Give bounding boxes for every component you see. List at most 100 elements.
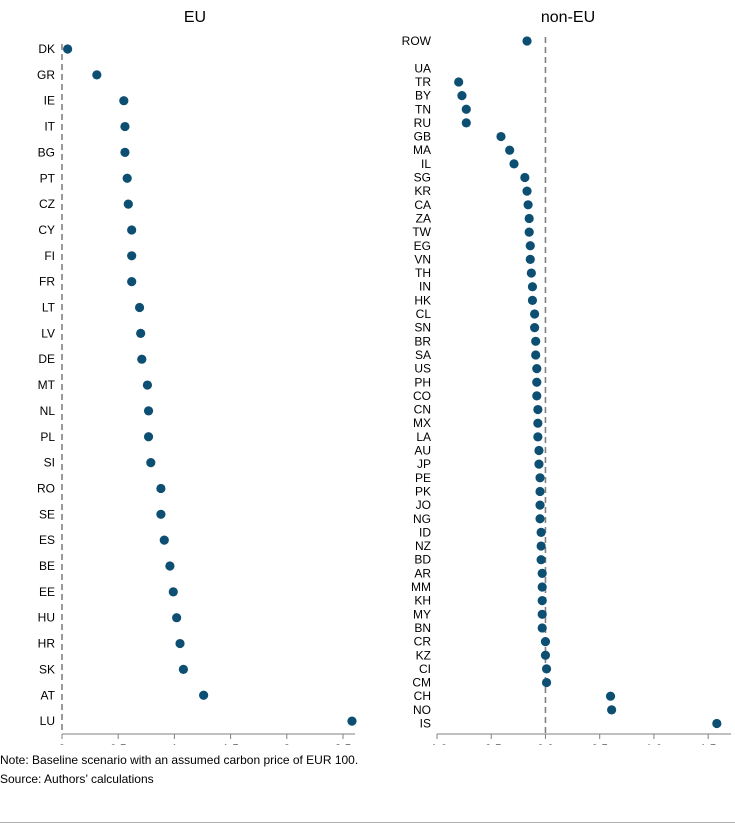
category-label: BD [414,553,431,567]
x-tick-label: 1,0 [646,742,663,745]
data-point [461,104,471,114]
category-label: EE [39,585,55,599]
category-label: LA [416,430,431,444]
data-point [533,418,543,428]
x-tick-label: 0 [59,742,66,745]
data-point [531,350,541,360]
data-point [505,145,515,155]
data-point [541,677,552,688]
data-point [537,582,547,592]
data-point [134,302,145,313]
category-label: RU [414,116,431,130]
panel-title: EU [184,9,206,26]
data-point [541,664,552,674]
panel-title: non-EU [541,9,595,26]
data-point [712,718,722,729]
category-label: HR [38,637,56,651]
bottom-divider [0,822,735,823]
category-label: CO [413,389,431,403]
data-point [534,459,544,469]
category-label: GR [37,68,55,82]
data-point [527,282,538,292]
x-tick-label: 0,0 [537,742,554,745]
data-point [92,70,102,80]
data-point [127,225,137,235]
data-point [143,406,154,416]
category-label: CM [412,676,431,690]
category-label: NZ [415,539,431,553]
category-label: PT [40,171,56,185]
category-label: CI [419,662,431,676]
data-point [533,432,543,442]
category-label: NO [413,703,431,717]
category-label: AU [414,444,431,458]
data-point [536,555,546,565]
data-point [165,561,175,571]
category-label: UA [414,61,431,75]
category-label: NG [413,512,431,526]
category-label: CA [414,198,431,212]
data-point [527,295,538,305]
data-point [137,354,147,364]
data-point [146,458,156,468]
data-point [143,432,154,442]
data-point [156,509,166,519]
data-point [119,96,129,106]
category-label: SK [39,662,55,676]
data-point [136,328,146,338]
category-label: BN [414,621,431,635]
chart-note: Note: Baseline scenario with an assumed … [0,753,359,767]
category-label: MY [413,607,431,621]
x-tick-label: -0,5 [481,742,502,745]
x-tick-label: 0,5 [110,742,127,745]
data-point [120,121,130,132]
category-label: MT [38,378,56,392]
category-label: ZA [416,211,431,225]
category-label: KZ [416,648,431,662]
category-label: FR [39,275,55,289]
data-point [530,309,540,319]
data-point [122,173,132,183]
category-label: TN [415,102,431,116]
category-label: PK [415,484,431,498]
data-point [605,691,616,701]
data-point [536,541,546,551]
category-label: SN [414,321,431,335]
data-point [607,705,617,715]
data-point [123,199,133,209]
data-point [522,186,532,196]
data-point [537,568,547,578]
data-point [496,131,506,142]
data-point [159,535,169,545]
category-label: CY [38,223,55,237]
data-point [524,213,534,224]
data-point [532,391,542,401]
category-label: IT [44,120,55,134]
category-label: CH [414,689,431,703]
category-label: PE [415,471,431,485]
category-label: CZ [39,197,55,211]
category-label: TH [415,266,431,280]
category-label: RO [37,481,55,495]
category-label: IE [44,94,55,108]
category-label: LU [40,714,55,728]
category-label: BR [414,334,431,348]
category-label: BG [38,145,55,159]
category-label: MA [413,143,431,157]
data-point [532,364,542,374]
chart-area: EU 0 0,5 1 1,5 2 2,5 DK GR IE IT BG PT CZ CY FI FR LT LV DE… [37,9,731,745]
category-label: KH [414,594,431,608]
category-label: CR [414,635,432,649]
data-point [461,118,471,128]
data-point [523,200,533,210]
chart-source: Source: Authors’ calculations [0,772,154,786]
data-point [457,91,467,101]
data-point [535,500,545,510]
data-point [535,486,545,497]
category-label: EG [414,239,431,253]
category-label: DE [38,352,55,366]
data-point [520,172,530,183]
x-tick-label: 1,5 [222,742,239,745]
category-label: BY [415,89,431,103]
x-tick-label: 0,5 [591,742,608,745]
